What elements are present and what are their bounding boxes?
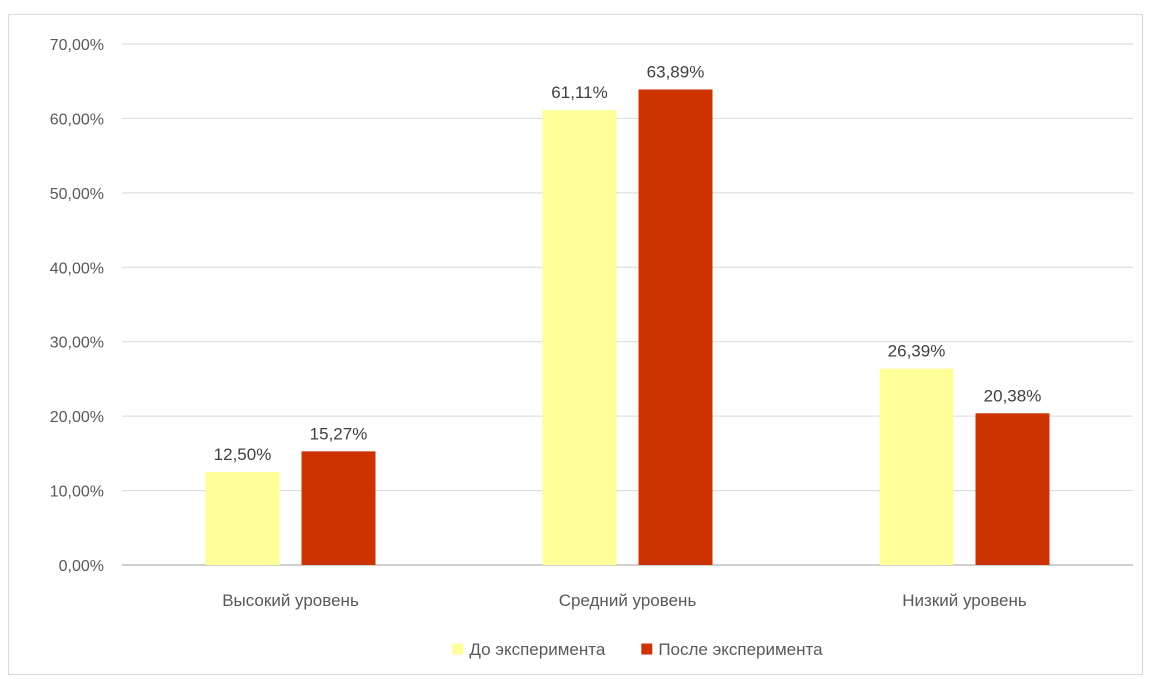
y-tick-label: 20,00% [50,409,104,426]
bars [205,89,1050,566]
y-tick-label: 10,00% [50,484,104,501]
legend-label: До эксперимента [469,640,605,659]
x-tick-label: Средний уровень [559,591,697,610]
y-tick-label: 70,00% [50,37,104,54]
data-label: 12,50% [214,445,272,464]
legend-swatch [641,643,653,655]
bar [301,451,376,565]
bar [638,89,713,565]
legend-swatch [452,643,464,655]
bar [975,413,1050,565]
y-tick-label: 40,00% [50,260,104,277]
y-tick-label: 30,00% [50,335,104,352]
x-axis-categories: Высокий уровень Средний уровень Низкий уро… [222,591,1027,610]
x-tick-label: Высокий уровень [222,591,359,610]
bar [205,471,280,565]
x-tick-label: Низкий уровень [902,591,1027,610]
bar [542,110,617,566]
y-tick-label: 50,00% [50,186,104,203]
data-label: 26,39% [888,342,946,361]
y-axis-ticks: 0,00% 10,00% 20,00% 30,00% 40,00% 50,00% 60,00… [50,37,104,575]
y-tick-label: 0,00% [59,558,104,575]
legend-label: После эксперимента [658,640,823,659]
data-label: 20,38% [984,386,1042,405]
data-label: 15,27% [310,424,368,443]
data-label: 63,89% [647,62,705,81]
data-labels: 12,50% 15,27% 61,11% 63,89% 26,39% 20,38% [214,62,1042,463]
gridlines [122,43,1133,566]
legend: До эксперимента После эксперимента [452,640,823,659]
y-tick-label: 60,00% [50,111,104,128]
bar [879,368,954,565]
data-label: 61,11% [551,83,607,102]
